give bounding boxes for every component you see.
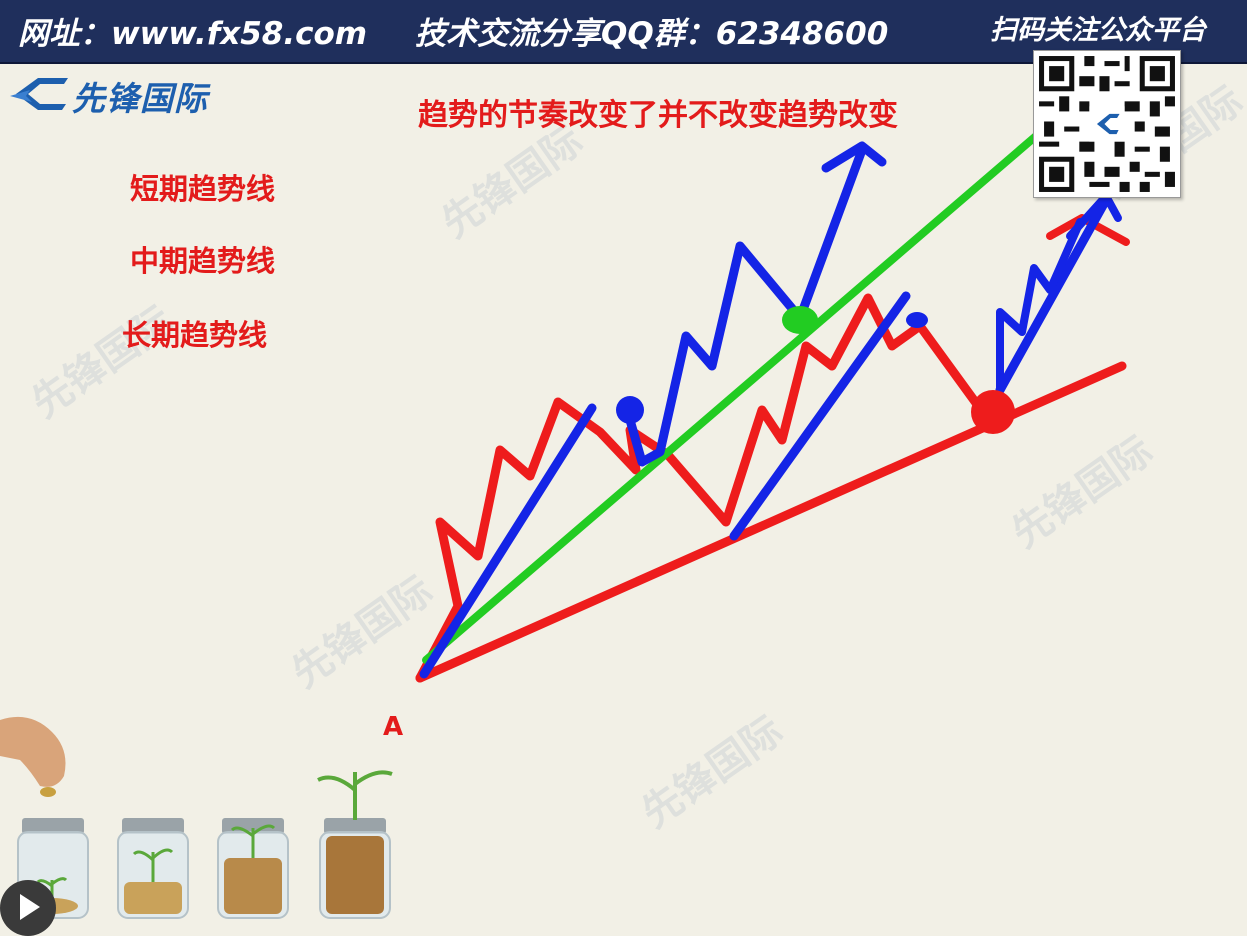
short-term-trendline-3 bbox=[995, 195, 1111, 395]
short-term-trendline-2 bbox=[729, 291, 911, 541]
price-zigzag-blue bbox=[625, 145, 867, 467]
short-term-trendline-1 bbox=[419, 403, 597, 679]
qq-group: 技术交流分享QQ群：62348600 bbox=[415, 16, 889, 52]
qr-code-icon[interactable] bbox=[1033, 50, 1181, 198]
legend-mid-term: 中期趋势线 bbox=[130, 244, 276, 278]
price-zigzag-blue-2 bbox=[996, 218, 1084, 394]
diagram-title: 趋势的节奏改变了并不改变趋势改变 bbox=[418, 98, 898, 133]
logo-text: 先锋国际 bbox=[72, 79, 208, 118]
money-jar-icon bbox=[0, 716, 393, 919]
fx-logo-icon bbox=[10, 78, 68, 110]
hand-coin-icon bbox=[0, 716, 66, 797]
mid-term-trendline bbox=[422, 120, 1054, 664]
legend-long-term: 长期趋势线 bbox=[122, 318, 268, 352]
legend-short-term: 短期趋势线 bbox=[130, 172, 276, 206]
point-a-label: A bbox=[383, 712, 404, 742]
scan-follow-text: 扫码关注公众平台 bbox=[990, 15, 1206, 46]
price-arrow-blue bbox=[821, 141, 887, 173]
marker-red-dot bbox=[971, 390, 1015, 434]
price-zigzag-red bbox=[415, 293, 989, 683]
site-url[interactable]: 网址：www.fx58.com bbox=[18, 16, 368, 52]
play-icon[interactable] bbox=[0, 880, 56, 936]
marker-blue-dot bbox=[616, 396, 644, 424]
header-bar: 网址：www.fx58.com 技术交流分享QQ群：62348600 扫码关注公… bbox=[0, 0, 1247, 64]
marker-green-dot bbox=[782, 306, 818, 334]
marker-blue-small bbox=[906, 312, 928, 328]
